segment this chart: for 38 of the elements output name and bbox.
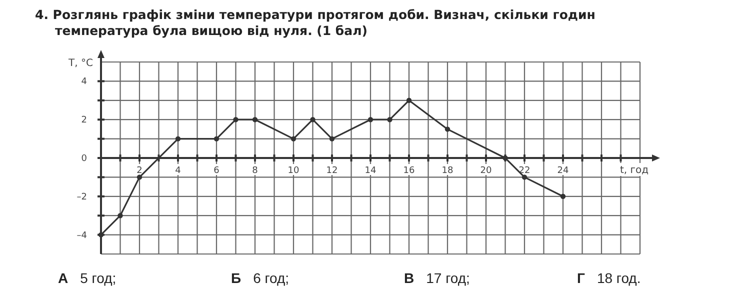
y-tick-label: 4 (81, 77, 88, 88)
x-tick-label: 24 (557, 166, 569, 176)
point (406, 98, 412, 103)
text: А 5 год; (58, 270, 116, 286)
point (175, 136, 181, 142)
point (252, 117, 258, 122)
point (522, 174, 528, 180)
x-tick-label: 14 (364, 166, 376, 176)
x-axis-title: t, год (620, 165, 649, 176)
text: Б 6 год; (231, 270, 290, 286)
point (118, 213, 123, 218)
point (368, 117, 374, 122)
point (136, 174, 142, 180)
x-tick-label: 10 (288, 166, 300, 176)
chart-title: 4. Розглянь графік зміни температури протягом доби. Визнач, скільки годин температура була вищою від нуля. (1 бал) (35, 7, 596, 38)
point (387, 117, 392, 122)
y-tick-label: 0 (81, 154, 88, 164)
x-tick-label: 2 (136, 166, 142, 176)
x-tick-label: 12 (326, 166, 338, 176)
point (310, 117, 316, 122)
text: В 17 год; (404, 270, 470, 286)
x-tick-label: 4 (175, 166, 182, 176)
x-tick-label: 18 (442, 166, 454, 176)
text: Г 18 год. (577, 270, 641, 286)
x-tick-label: 6 (214, 166, 220, 176)
y-tick-label: –2 (76, 192, 87, 202)
point (214, 136, 220, 142)
y-tick-label: 2 (81, 116, 87, 126)
y-axis-title: T, °C (68, 58, 94, 69)
point (233, 117, 238, 122)
point (560, 194, 566, 199)
x-tick-label: 16 (403, 166, 415, 176)
point (290, 136, 296, 142)
point (329, 136, 335, 142)
x-tick-label: 8 (252, 166, 258, 176)
point (444, 126, 450, 132)
y-tick-label: –4 (76, 230, 88, 241)
x-tick-label: 20 (480, 166, 492, 176)
